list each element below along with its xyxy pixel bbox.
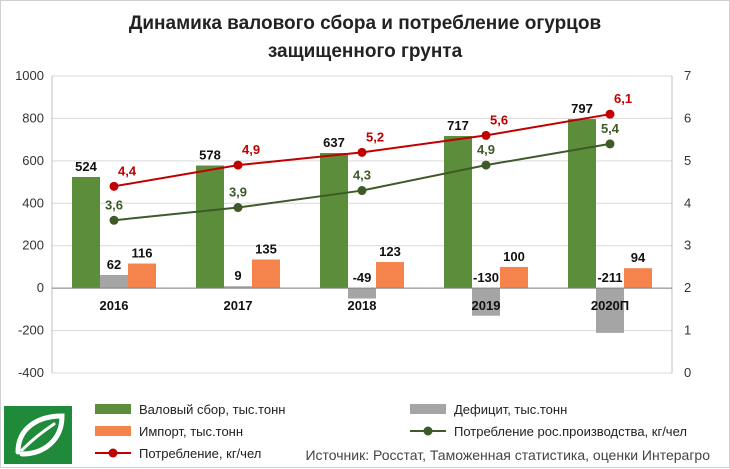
bar-импорт bbox=[624, 268, 652, 289]
point-label: 4,4 bbox=[118, 163, 137, 178]
bar-дефицит bbox=[100, 274, 128, 289]
left-axis-ticks: -400 -200 0 200 400 600 800 1000 bbox=[15, 68, 44, 380]
bar-data-label: -211 bbox=[597, 270, 622, 285]
series-point bbox=[357, 147, 367, 157]
series-point bbox=[109, 215, 119, 225]
bar-data-label: 637 bbox=[323, 135, 345, 150]
left-tick-label: 200 bbox=[22, 238, 44, 253]
bar-data-label: -130 bbox=[473, 270, 499, 285]
right-tick-label: 1 bbox=[684, 323, 691, 338]
point-label: 4,3 bbox=[353, 168, 371, 183]
right-axis-ticks: 0 1 2 3 4 5 6 7 bbox=[684, 68, 691, 380]
bar-data-label: 123 bbox=[379, 244, 401, 259]
chart-title: Динамика валового сбора и потребление ог… bbox=[60, 10, 670, 66]
right-tick-label: 2 bbox=[684, 280, 691, 295]
right-tick-label: 3 bbox=[684, 238, 691, 253]
bar-labels: 524 578 637 717 797 62 9 -49 -130 -211 116 135 123 10… bbox=[75, 101, 646, 285]
bar-data-label: 135 bbox=[255, 242, 277, 257]
left-tick-label: 1000 bbox=[15, 68, 44, 83]
bar-валовый-сбор bbox=[568, 119, 596, 289]
series-point bbox=[109, 181, 119, 191]
left-tick-label: 800 bbox=[22, 110, 44, 125]
right-tick-label: 5 bbox=[684, 153, 691, 168]
left-tick-label: -400 bbox=[18, 365, 44, 380]
interagro-logo bbox=[4, 406, 72, 464]
bar-data-label: 116 bbox=[132, 246, 153, 261]
legend-label: Потребление рос.производства, кг/чел bbox=[454, 424, 687, 439]
legend: Валовый сбор, тыс.тонн Дефицит, тыс.тонн И… bbox=[95, 402, 687, 461]
bar-импорт bbox=[128, 263, 156, 289]
chart-title-line2: защищенного грунта bbox=[267, 41, 463, 62]
category-labels: 2016 2017 2018 2019 2020П bbox=[100, 298, 630, 313]
point-label: 4,9 bbox=[242, 142, 260, 157]
point-label: 3,6 bbox=[105, 197, 123, 212]
category-label: 2019 bbox=[472, 298, 501, 313]
series-point bbox=[481, 160, 491, 170]
bar-импорт bbox=[500, 266, 528, 289]
bar-валовый-сбор bbox=[320, 153, 348, 289]
source-note: Источник: Росстат, Таможенная статистика… bbox=[305, 447, 710, 463]
bars bbox=[72, 119, 652, 333]
bar-data-label: 94 bbox=[631, 250, 646, 265]
series-point bbox=[233, 160, 243, 170]
point-label: 5,4 bbox=[601, 121, 620, 136]
series-point bbox=[481, 130, 491, 140]
bar-data-label: 100 bbox=[503, 249, 525, 264]
series-lines: 3,6 3,9 4,3 4,9 5,4 4,4 4,9 5,2 5,6 6,1 bbox=[105, 91, 632, 225]
legend-label: Потребление, кг/чел bbox=[139, 446, 261, 461]
bar-дефицит bbox=[348, 288, 376, 299]
bar-data-label: 9 bbox=[234, 268, 241, 283]
bar-импорт bbox=[252, 259, 280, 289]
leaf-icon bbox=[15, 413, 65, 457]
category-label: 2018 bbox=[348, 298, 377, 313]
bar-data-label: 524 bbox=[75, 159, 97, 174]
legend-marker bbox=[423, 426, 433, 436]
right-tick-label: 6 bbox=[684, 110, 691, 125]
category-label: 2020П bbox=[591, 298, 629, 313]
legend-label: Валовый сбор, тыс.тонн bbox=[139, 402, 285, 417]
bar-дефицит bbox=[224, 286, 252, 289]
point-label: 4,9 bbox=[477, 142, 495, 157]
bar-валовый-сбор bbox=[72, 176, 100, 289]
bar-валовый-сбор bbox=[196, 165, 224, 289]
bar-импорт bbox=[376, 262, 404, 289]
bar-data-label: -49 bbox=[353, 270, 372, 285]
legend-swatch bbox=[410, 404, 446, 414]
series-point bbox=[357, 186, 367, 196]
point-label: 3,9 bbox=[229, 185, 247, 200]
chart-title-line1: Динамика валового сбора и потребление ог… bbox=[128, 13, 602, 34]
series-point bbox=[605, 109, 615, 119]
legend-marker bbox=[108, 448, 118, 458]
bar-валовый-сбор bbox=[444, 136, 472, 289]
bar-дефицит bbox=[472, 288, 500, 316]
legend-label: Дефицит, тыс.тонн bbox=[454, 402, 567, 417]
left-tick-label: 400 bbox=[22, 195, 44, 210]
category-label: 2016 bbox=[100, 298, 129, 313]
bar-data-label: 717 bbox=[447, 118, 469, 133]
bar-дефицит bbox=[596, 288, 624, 333]
right-tick-label: 0 bbox=[684, 365, 691, 380]
point-label: 5,6 bbox=[490, 112, 508, 127]
series-point bbox=[233, 203, 243, 213]
legend-swatch bbox=[95, 426, 131, 436]
category-label: 2017 bbox=[224, 298, 253, 313]
left-tick-label: -200 bbox=[18, 323, 44, 338]
left-tick-label: 600 bbox=[22, 153, 44, 168]
point-label: 5,2 bbox=[366, 129, 384, 144]
point-label: 6,1 bbox=[614, 91, 632, 106]
bar-data-label: 797 bbox=[571, 101, 593, 116]
series-point bbox=[605, 139, 615, 149]
bar-data-label: 62 bbox=[107, 257, 121, 272]
left-tick-label: 0 bbox=[37, 280, 44, 295]
legend-swatch bbox=[95, 404, 131, 414]
legend-label: Импорт, тыс.тонн bbox=[139, 424, 243, 439]
right-tick-label: 7 bbox=[684, 68, 691, 83]
right-tick-label: 4 bbox=[684, 195, 691, 210]
bar-data-label: 578 bbox=[199, 148, 221, 163]
